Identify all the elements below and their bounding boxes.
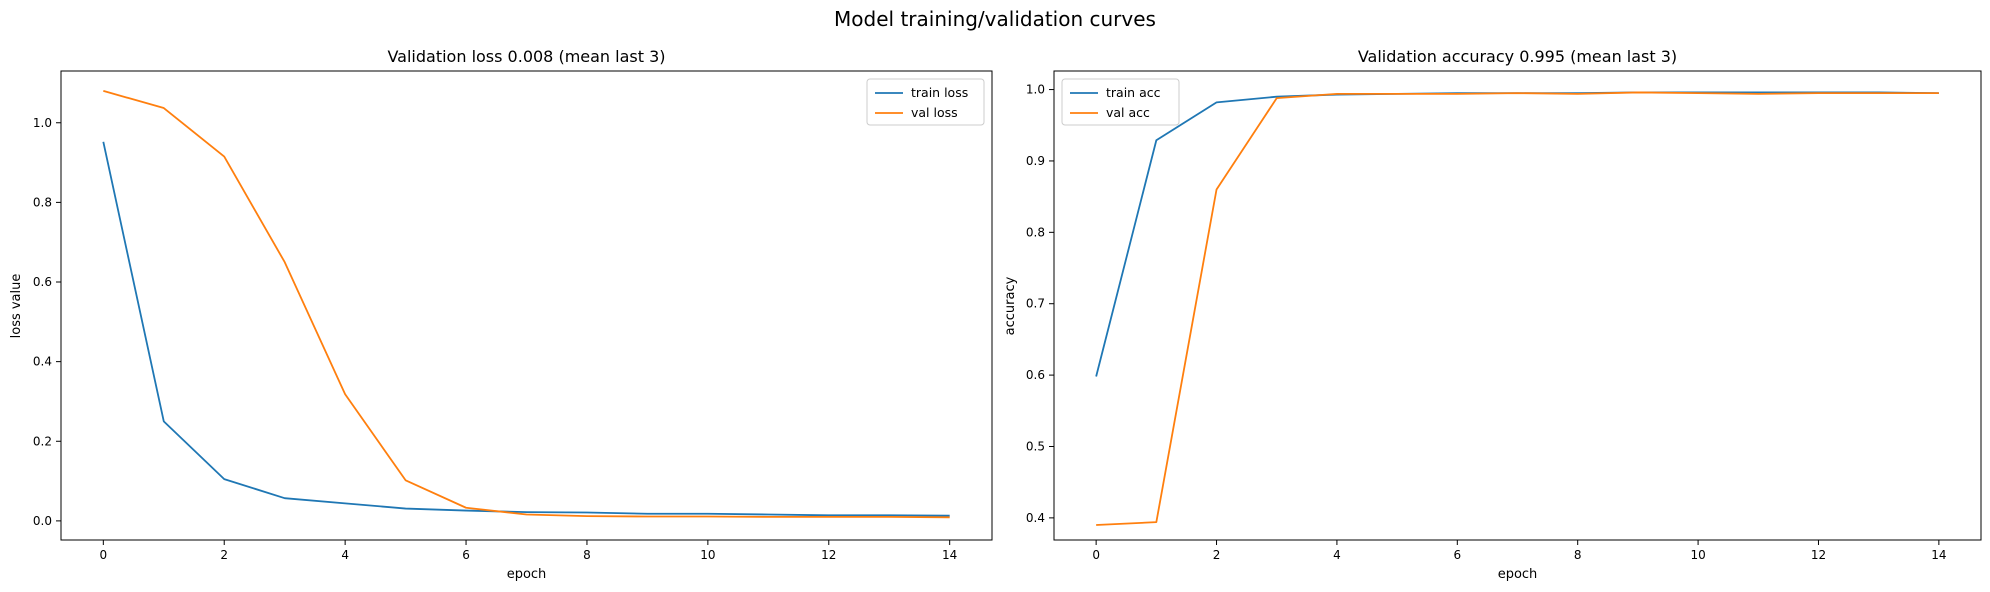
loss-chart: Validation loss 0.008 (mean last 3) epoc…: [9, 47, 993, 582]
loss-x-tick-label: 4: [341, 548, 349, 562]
accuracy-axes-frame: [1053, 70, 1982, 541]
accuracy-legend-label: train acc: [1106, 85, 1161, 100]
accuracy-y-tick-label: 0.5: [1026, 439, 1045, 453]
accuracy-x-tick-label: 8: [1574, 548, 1582, 562]
accuracy-legend-label: val acc: [1106, 105, 1150, 120]
accuracy-x-tick-label: 10: [1690, 548, 1705, 562]
loss-x-tick-label: 12: [821, 548, 836, 562]
loss-y-tick-label: 0.0: [33, 514, 52, 528]
loss-x-tick-label: 10: [700, 548, 715, 562]
accuracy-y-axis-label: accuracy: [1003, 276, 1018, 335]
accuracy-y-tick-label: 0.8: [1026, 225, 1045, 239]
accuracy-x-tick-label: 4: [1333, 548, 1341, 562]
loss-series-line-val: [103, 90, 950, 519]
loss-y-tick-label: 0.4: [33, 355, 52, 369]
accuracy-x-tick-label: 0: [1092, 548, 1100, 562]
loss-x-tick-label: 6: [462, 548, 470, 562]
figure-title: Model training/validation curves: [834, 7, 1156, 31]
accuracy-x-tick-label: 14: [1931, 548, 1946, 562]
loss-y-axis-label: loss value: [9, 274, 24, 339]
accuracy-y-tick-label: 1.0: [1026, 83, 1045, 97]
accuracy-lines: [1095, 91, 1939, 526]
loss-legend: train loss val loss: [866, 78, 985, 126]
loss-y-tick-label: 1.0: [33, 116, 52, 130]
loss-y-tick-label: 0.6: [33, 275, 52, 289]
accuracy-y-tick-label: 0.6: [1026, 368, 1045, 382]
loss-axes-frame: [60, 70, 993, 541]
accuracy-ticks: 0 2 4 6 8 10 12 14 0.4 0.5 0.6 0.7 0.8 0.9 1.0: [1026, 83, 1947, 562]
accuracy-x-axis-label: epoch: [1498, 567, 1538, 582]
accuracy-x-tick-label: 12: [1811, 548, 1826, 562]
accuracy-chart: Validation accuracy 0.995 (mean last 3) …: [1003, 47, 1982, 582]
accuracy-y-tick-label: 0.7: [1026, 297, 1045, 311]
loss-x-axis-label: epoch: [507, 567, 547, 582]
accuracy-series-line-val: [1096, 91, 1939, 526]
loss-lines: [102, 90, 950, 519]
loss-series-line-train: [102, 141, 950, 517]
loss-x-tick-label: 14: [942, 548, 957, 562]
accuracy-chart-title: Validation accuracy 0.995 (mean last 3): [1358, 47, 1677, 66]
loss-legend-label: val loss: [911, 105, 958, 120]
loss-y-tick-label: 0.2: [33, 434, 52, 448]
accuracy-y-tick-label: 0.4: [1026, 511, 1045, 525]
accuracy-legend: train acc val acc: [1061, 78, 1180, 126]
loss-legend-label: train loss: [911, 85, 968, 100]
accuracy-x-tick-label: 6: [1453, 548, 1461, 562]
loss-x-tick-label: 2: [220, 548, 228, 562]
loss-y-tick-label: 0.8: [33, 195, 52, 209]
loss-x-tick-label: 8: [583, 548, 591, 562]
accuracy-x-tick-label: 2: [1213, 548, 1221, 562]
loss-x-tick-label: 0: [99, 548, 107, 562]
loss-chart-title: Validation loss 0.008 (mean last 3): [387, 47, 665, 66]
accuracy-y-tick-label: 0.9: [1026, 154, 1045, 168]
loss-ticks: 0 2 4 6 8 10 12 14 0.0 0.2 0.4 0.6 0.8 1.0: [33, 116, 957, 562]
